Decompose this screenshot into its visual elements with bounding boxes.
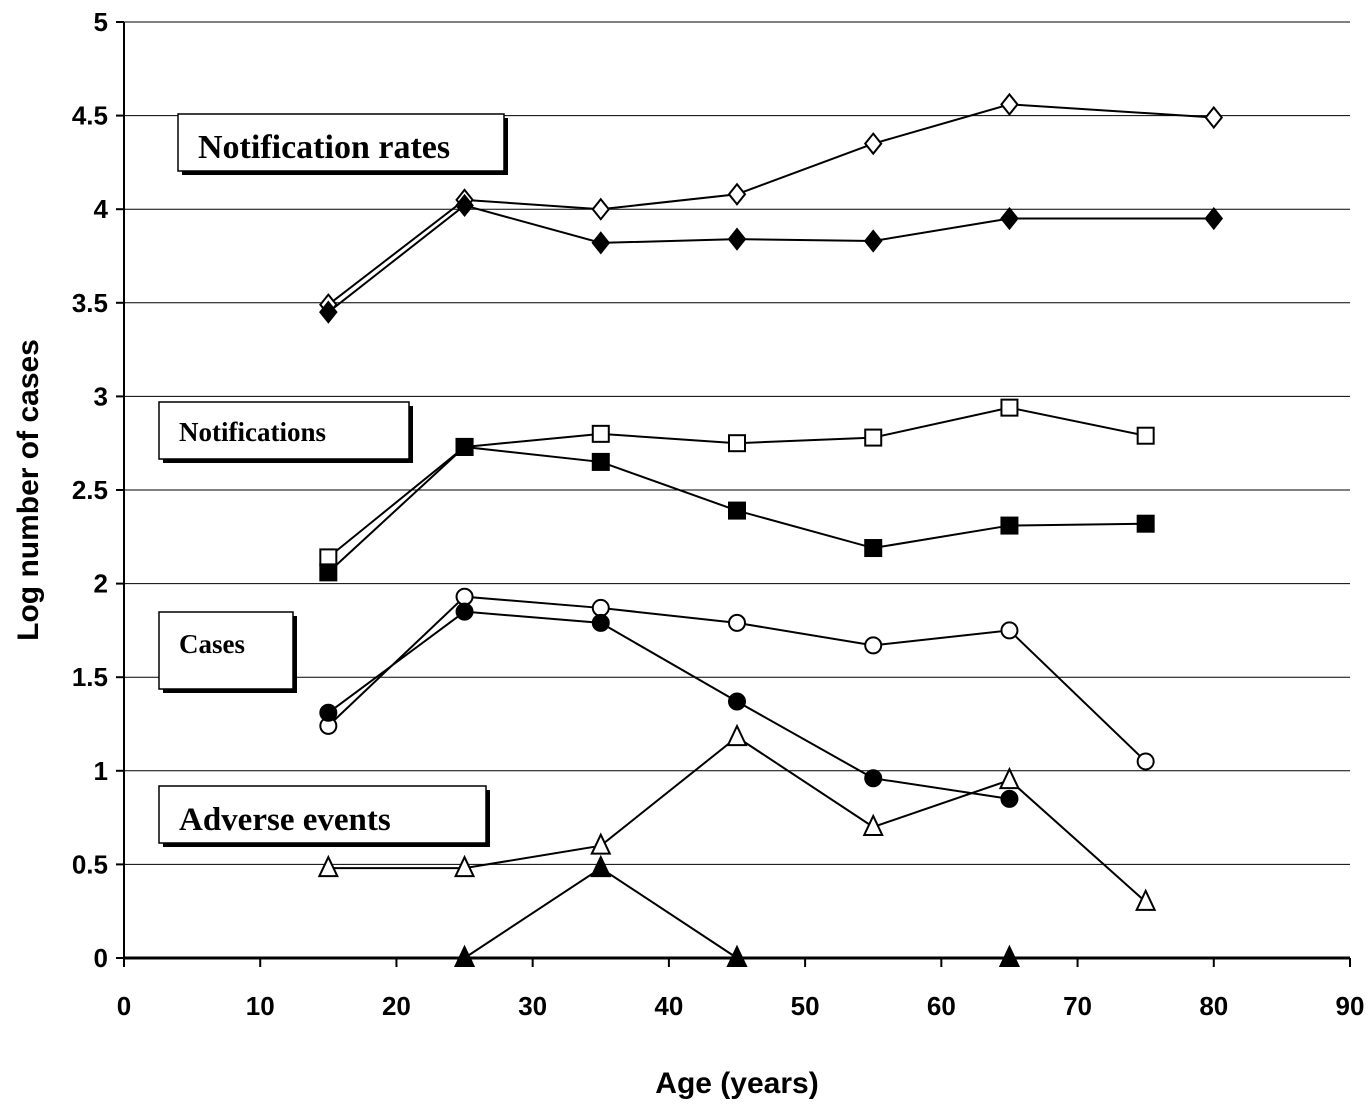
diamond-marker [863,229,883,253]
series-cases-filled [319,602,1019,808]
series-notification-rates-filled [319,193,1224,324]
square-marker [728,501,746,520]
triangle-marker [590,832,612,855]
x-tick-label: 40 [654,991,683,1021]
triangle-marker [317,854,339,878]
triangle-marker [726,723,748,747]
diamond-marker [1204,105,1224,130]
square-marker [864,428,883,447]
series-layer [317,92,1224,967]
diamond-marker [863,132,883,156]
circle-marker [728,692,746,711]
series-line [464,866,738,959]
square-marker [455,437,474,456]
diamond-marker [727,227,747,251]
series-adverse-events-open [317,723,1157,911]
x-tick-label: 80 [1199,991,1228,1021]
series-notifications-filled [319,437,1155,582]
triangle-marker [1135,888,1157,911]
square-marker [728,434,746,453]
triangle-marker [726,944,748,967]
y-tick-label: 3 [94,381,108,411]
series-line [327,204,1214,313]
circle-marker [319,703,338,722]
square-marker [864,539,883,558]
x-tick-label: 30 [518,991,547,1021]
circle-marker [591,613,610,632]
y-tick-label: 3.5 [72,288,108,318]
annotation-label: Notification rates [198,129,450,166]
square-marker [1136,426,1155,445]
y-tick-label: 1 [94,756,108,786]
triangle-marker [453,854,476,878]
annotation-box [158,401,410,460]
annotation-box [158,785,487,844]
annotation-label: Adverse events [179,802,391,838]
diamond-marker [1204,206,1224,231]
triangle-marker [998,944,1021,967]
circle-marker [1000,621,1019,640]
square-marker [1000,398,1019,417]
x-tick-label: 90 [1336,991,1365,1021]
x-tick-label: 0 [117,991,131,1021]
y-tick-label: 4.5 [72,101,108,131]
diamond-marker [591,197,611,221]
annotation-box [158,611,294,690]
y-tick-label: 0 [94,943,108,973]
square-marker [591,452,610,471]
diamond-marker [727,182,747,206]
y-tick-label: 2 [94,569,108,599]
y-tick-label: 5 [94,7,108,37]
square-marker [319,563,338,582]
x-tick-label: 60 [927,991,956,1021]
circle-marker [455,602,474,621]
square-marker [1000,516,1019,535]
x-axis-title: Age (years) [655,1067,818,1100]
triangle-marker [590,854,612,878]
diamond-marker [1000,92,1019,116]
x-tick-label: 20 [382,991,411,1021]
annotation-label: Cases [179,629,245,659]
diamond-marker [591,231,611,255]
y-tick-label: 4 [94,194,109,224]
annotation-boxes: Notification rates Notifications Cases Adve… [158,113,508,847]
x-tick-label: 10 [246,991,275,1021]
circle-marker [1000,789,1019,808]
y-tick-label: 0.5 [72,849,108,879]
circle-marker [864,636,883,655]
square-marker [1136,514,1155,533]
annotation-box [177,113,505,172]
y-tick-label: 2.5 [72,475,108,505]
series-cases-open [319,587,1155,771]
tick-labels: 00.511.522.533.544.550 10 20 30 40 50 60 70 80 90 [72,7,1365,1021]
annotation-label: Notifications [179,417,326,447]
circle-marker [728,613,746,632]
series-adverse-events-filled [453,854,1021,967]
diamond-marker [1000,206,1019,231]
y-tick-label: 1.5 [72,662,108,692]
diamond-marker [319,300,338,324]
series-notifications-open [319,398,1155,567]
square-marker [319,548,338,567]
y-axis-title: Log number of cases [12,339,45,641]
series-line [327,406,1146,559]
x-tick-label: 70 [1063,991,1092,1021]
circle-marker [1136,752,1155,771]
circle-marker [455,587,474,606]
triangle-marker [453,944,476,967]
x-tick-label: 50 [791,991,820,1021]
triangle-marker [862,813,884,836]
circle-marker [864,769,883,788]
circle-marker [591,598,610,617]
series-line [327,610,1010,800]
diamond-marker [455,193,474,218]
square-marker [591,424,610,443]
triangle-marker [998,766,1021,790]
